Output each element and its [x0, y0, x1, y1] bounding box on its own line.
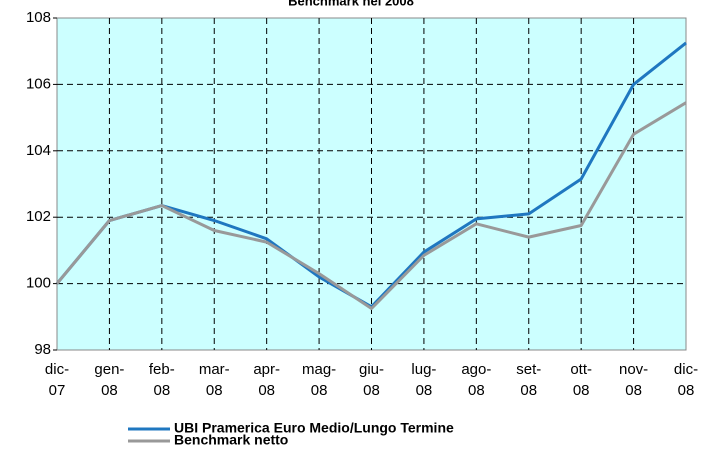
x-tick-label: dic-08: [674, 361, 698, 399]
x-tick-label: dic-07: [45, 361, 69, 399]
x-tick-label: nov-08: [619, 361, 648, 399]
y-tick-label: 100: [26, 275, 51, 292]
x-tick-label: ago-08: [461, 361, 491, 399]
x-tick-label: set-08: [516, 361, 541, 399]
x-tick-label: mag-08: [302, 361, 336, 399]
x-tick-label: lug-08: [411, 361, 436, 399]
y-tick-label: 104: [26, 142, 51, 159]
series-line: [55, 101, 687, 310]
y-tick-label: 108: [26, 9, 51, 26]
x-tick-label: apr-08: [253, 361, 280, 399]
y-tick-label: 102: [26, 208, 51, 225]
x-tick-label: mar-08: [199, 361, 230, 399]
legend-label: Benchmark netto: [174, 432, 288, 448]
legend-label: UBI Pramerica Euro Medio/Lungo Termine: [174, 420, 454, 436]
y-tick-label: 98: [34, 341, 51, 358]
x-tick-label: feb-08: [149, 361, 175, 399]
y-tick-label: 106: [26, 75, 51, 92]
x-tick-label: giu-08: [359, 361, 384, 399]
x-tick-label: ott-08: [570, 361, 592, 399]
chart-title: Benchmark nel 2008: [288, 0, 414, 8]
x-tick-label: gen-08: [94, 361, 124, 399]
